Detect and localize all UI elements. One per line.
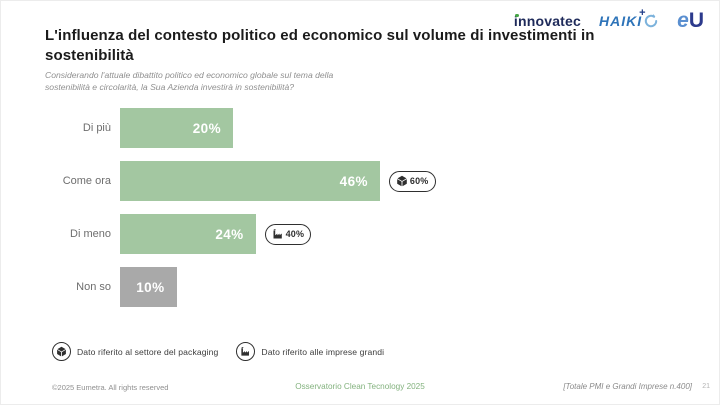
category-label: Non so bbox=[76, 281, 111, 293]
bar-row-come-ora: Come ora 46% 60% bbox=[45, 161, 436, 201]
legend-label: Dato riferito al settore del packaging bbox=[77, 346, 219, 357]
package-icon bbox=[52, 342, 71, 361]
factory-icon bbox=[272, 228, 284, 240]
chart-legend: Dato riferito al settore del packaging D… bbox=[52, 342, 384, 361]
packaging-badge: 60% bbox=[388, 170, 436, 192]
bar-chart: Di più 20% Come ora 46% bbox=[45, 108, 436, 320]
footer-report-title: Osservatorio Clean Tecnology 2025 bbox=[295, 382, 425, 391]
bar-row-non-so: Non so 10% bbox=[45, 267, 436, 307]
innovatec-logo: innovatec bbox=[514, 13, 581, 29]
innovatec-logo-text: innovatec bbox=[513, 12, 582, 29]
category-label: Di più bbox=[82, 122, 111, 134]
bar-di-piu: 20% bbox=[120, 108, 233, 148]
bar-value-label: 10% bbox=[136, 279, 165, 295]
bar-value-label: 24% bbox=[215, 226, 244, 242]
bar-value-label: 20% bbox=[192, 120, 221, 136]
bar-value-label: 46% bbox=[339, 173, 368, 189]
copyright-text: ©2025 Eumetra. All rights reserved bbox=[52, 383, 169, 392]
page-number: 21 bbox=[702, 383, 710, 390]
factory-icon bbox=[236, 342, 256, 361]
haiki-circle-arrow-icon: + bbox=[639, 7, 659, 29]
bar-come-ora: 46% bbox=[120, 161, 380, 201]
eu-logo: eU bbox=[677, 10, 704, 31]
badge-value: 60% bbox=[409, 176, 429, 186]
badge-value: 40% bbox=[285, 229, 305, 239]
category-label: Come ora bbox=[62, 175, 111, 187]
sample-note: [Totale PMI e Grandi Imprese n.400] bbox=[563, 382, 692, 391]
haiki-logo-text: HAIKI bbox=[599, 12, 643, 29]
page-subtitle: Considerando l'attuale dibattito politic… bbox=[45, 70, 334, 92]
eu-logo-e: e bbox=[677, 9, 689, 32]
legend-item-packaging: Dato riferito al settore del packaging bbox=[52, 342, 218, 361]
bar-row-di-piu: Di più 20% bbox=[45, 108, 436, 148]
bar-row-di-meno: Di meno 24% 40% bbox=[45, 214, 436, 254]
category-label: Di meno bbox=[70, 228, 111, 240]
package-icon bbox=[396, 175, 408, 187]
bar-di-meno: 24% bbox=[120, 214, 256, 254]
logo-row: innovatec HAIKI + eU bbox=[514, 7, 704, 32]
large-companies-badge: 40% bbox=[264, 223, 312, 245]
page-title: L'influenza del contesto politico ed eco… bbox=[45, 27, 595, 64]
haiki-logo: HAIKI + bbox=[599, 7, 659, 29]
haiki-plus-sign: + bbox=[639, 6, 646, 19]
circular-arrow-icon bbox=[644, 13, 658, 27]
legend-item-large-companies: Dato riferito alle imprese grandi bbox=[236, 342, 384, 361]
bar-non-so: 10% bbox=[120, 267, 177, 307]
legend-label: Dato riferito alle imprese grandi bbox=[261, 346, 385, 357]
eu-logo-u: U bbox=[688, 9, 704, 32]
innovatec-dot-accent bbox=[515, 14, 519, 18]
